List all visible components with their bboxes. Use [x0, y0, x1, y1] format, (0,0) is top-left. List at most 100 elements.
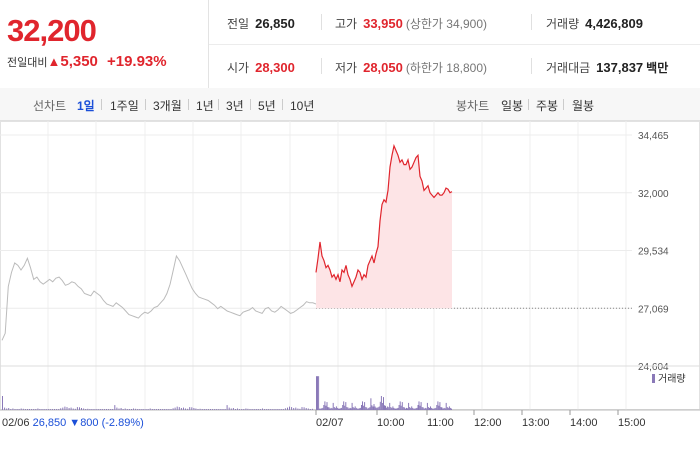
- volume-bar: [203, 409, 205, 410]
- volume-legend-swatch: [652, 374, 655, 383]
- volume-bar: [199, 408, 201, 410]
- volume-bar: [441, 407, 443, 410]
- volume-bar: [367, 408, 369, 410]
- stat-label: 시가: [227, 61, 250, 75]
- period-3y[interactable]: 3년: [226, 99, 244, 113]
- volume-bar: [375, 407, 377, 410]
- volume-bar: [431, 407, 433, 410]
- price-chart[interactable]: 34,465 32,000 29,534 27,069 24,604 거래량 02/07 10…: [0, 121, 700, 450]
- volume-bar: [363, 405, 365, 410]
- volume-bar: [128, 409, 130, 410]
- volume-bar: [451, 408, 452, 410]
- volume-bar: [422, 407, 424, 410]
- volume-bar: [237, 408, 238, 410]
- volume-bar: [62, 407, 64, 410]
- volume-bar: [321, 408, 323, 410]
- candle-daily[interactable]: 일봉: [501, 99, 524, 113]
- volume-bar: [423, 408, 425, 410]
- volume-bar: [427, 407, 429, 410]
- period-1w[interactable]: 1주일: [110, 99, 139, 113]
- volume-bar: [191, 407, 193, 410]
- volume-bar: [289, 406, 290, 410]
- volume-bar: [319, 408, 321, 410]
- volume-bar: [342, 405, 344, 410]
- volume-bar: [399, 401, 401, 410]
- volume-bar: [395, 408, 397, 410]
- volume-bar: [243, 409, 245, 410]
- stat-label: 고가: [335, 17, 358, 31]
- volume-bar: [228, 407, 230, 410]
- volume-bar: [440, 407, 442, 410]
- volume-bar: [366, 407, 368, 410]
- candle-weekly[interactable]: 주봉: [536, 99, 559, 113]
- period-1y[interactable]: 1년: [196, 99, 214, 113]
- volume-bar: [41, 409, 43, 410]
- volume-bar: [170, 409, 172, 410]
- volume-bar: [383, 397, 384, 410]
- volume-bar: [255, 409, 257, 410]
- stat-value: 137,837: [596, 60, 644, 75]
- candle-monthly[interactable]: 월봉: [572, 99, 595, 113]
- candle-chart-label: 봉차트: [456, 99, 490, 113]
- volume-bar: [164, 409, 166, 410]
- volume-bar: [387, 406, 389, 410]
- volume-bar: [135, 408, 137, 410]
- volume-bar: [216, 409, 218, 410]
- volume-bar: [355, 407, 357, 410]
- period-3m[interactable]: 3개월: [153, 99, 182, 113]
- volume-bar: [145, 409, 147, 410]
- volume-bar: [439, 402, 441, 410]
- volume-bar: [272, 409, 274, 410]
- volume-bar: [443, 407, 445, 410]
- period-5y[interactable]: 5년: [258, 99, 276, 113]
- volume-bar: [323, 405, 325, 410]
- volume-bar: [162, 409, 164, 410]
- volume-bar: [133, 408, 134, 410]
- volume-bar: [106, 409, 107, 410]
- price-change: 전일대비▲5,350 +19.93%: [7, 53, 167, 70]
- volume-bar: [22, 408, 24, 410]
- volume-bar: [317, 376, 318, 410]
- volume-bar: [197, 409, 199, 410]
- y-tick-label: 34,465: [638, 131, 669, 142]
- divider: [101, 99, 102, 110]
- volume-bar: [212, 409, 214, 410]
- volume-bar: [149, 408, 151, 410]
- volume-bar: [348, 408, 350, 410]
- volume-bar: [370, 398, 372, 410]
- volume-bar: [433, 408, 435, 410]
- down-triangle-icon: ▼: [69, 417, 80, 429]
- volume-bar: [368, 407, 370, 410]
- volume-bar: [379, 401, 381, 410]
- volume-bar: [251, 409, 253, 410]
- volume-bar: [151, 409, 153, 410]
- prev-day-close: 26,850: [33, 417, 70, 429]
- stat-open: 시가 28,300: [227, 59, 295, 76]
- stats-row: 전일 26,850 고가 33,950 (상한가 34,900) 거래량 4,426,8…: [209, 0, 700, 45]
- stat-high: 고가 33,950 (상한가 34,900): [335, 15, 487, 32]
- volume-bar: [220, 409, 222, 410]
- period-10y[interactable]: 10년: [290, 99, 315, 113]
- volume-bar: [239, 409, 241, 410]
- volume-bar: [362, 401, 363, 410]
- volume-bar: [180, 408, 182, 410]
- prev-day-info: 02/06 26,850 ▼800 (-2.89%): [2, 417, 144, 429]
- volume-bar: [137, 409, 139, 410]
- volume-bar: [20, 408, 22, 410]
- period-1d[interactable]: 1일: [77, 99, 95, 113]
- volume-bar: [249, 409, 251, 410]
- volume-bar: [185, 408, 186, 410]
- volume-bar: [207, 409, 209, 410]
- volume-bar: [371, 405, 373, 410]
- volume-bar: [99, 409, 101, 410]
- volume-bar: [374, 406, 376, 410]
- volume-bar: [2, 396, 3, 410]
- volume-bar: [407, 408, 408, 410]
- volume-bar: [172, 408, 174, 410]
- volume-bar: [354, 406, 356, 410]
- volume-bar: [448, 406, 450, 410]
- prev-day-date: 02/06: [2, 417, 33, 429]
- volume-bar: [418, 401, 420, 410]
- volume-bar: [412, 407, 414, 410]
